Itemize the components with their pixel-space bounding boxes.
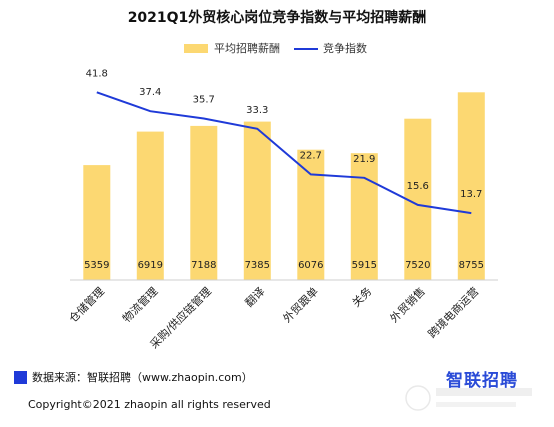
chart-title: 2021Q1外贸核心岗位竞争指数与平均招聘薪酬 (128, 9, 427, 26)
category-label: 外贸跟单 (281, 285, 321, 325)
bars-layer (83, 92, 485, 281)
line-value-label: 37.4 (139, 87, 161, 98)
bar-value-label: 7385 (245, 260, 270, 271)
line-value-label: 41.8 (86, 68, 108, 79)
line-value-label: 15.6 (407, 181, 429, 192)
bar-8 (457, 92, 485, 280)
competition-index-line (96, 91, 472, 215)
bar-value-label: 6919 (138, 260, 163, 271)
bar-2 (136, 131, 164, 280)
line-value-label: 13.7 (460, 189, 482, 200)
line-value-label: 33.3 (246, 105, 268, 116)
source-note: 数据来源：智联招聘（www.zhaopin.com） (32, 371, 253, 384)
brand-logo: 智联招聘 (446, 371, 518, 391)
category-label: 物流管理 (119, 284, 160, 325)
bar-value-label: 5359 (84, 260, 109, 271)
category-label: 跨境电商运营 (425, 284, 482, 341)
bar-value-label: 8755 (459, 260, 484, 271)
bar-value-label: 6076 (298, 260, 323, 271)
legend-swatch-salary (184, 44, 208, 53)
bar-value-label: 7188 (191, 260, 216, 271)
category-label: 关务 (349, 284, 374, 309)
bar-value-label: 5915 (352, 260, 377, 271)
watermark-graphic (405, 385, 532, 411)
line-layer (96, 91, 472, 215)
category-label: 外贸销售 (387, 284, 428, 325)
line-value-label: 35.7 (193, 95, 215, 106)
legend-label-competition: 竞争指数 (323, 41, 367, 55)
line-value-label: 21.9 (353, 154, 375, 165)
category-label: 仓储管理 (66, 284, 107, 325)
bar-4 (243, 121, 271, 280)
source-marker (14, 371, 27, 384)
bar-value-label: 7520 (405, 260, 430, 271)
bar-6 (350, 153, 378, 280)
legend-label-salary: 平均招聘薪酬 (214, 41, 280, 55)
bar-5 (297, 149, 325, 280)
line-value-label: 22.7 (300, 150, 322, 161)
copyright-text: Copyright©2021 zhaopin all rights reserv… (28, 398, 271, 411)
category-label: 翻译 (242, 284, 267, 309)
bar-1 (83, 165, 111, 280)
bar-3 (190, 125, 218, 281)
